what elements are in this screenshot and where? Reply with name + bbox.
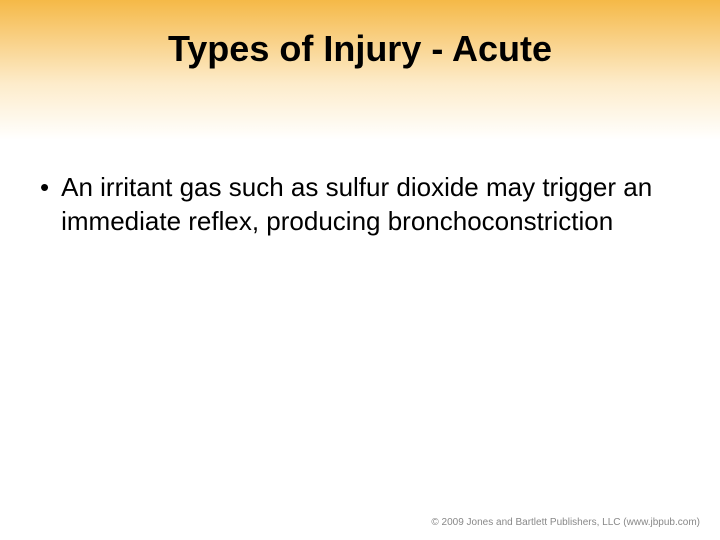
content-area: • An irritant gas such as sulfur dioxide… (40, 170, 680, 254)
bullet-marker: • (40, 170, 49, 204)
bullet-text: An irritant gas such as sulfur dioxide m… (61, 170, 680, 238)
slide-container: Types of Injury - Acute • An irritant ga… (0, 0, 720, 540)
bullet-item: • An irritant gas such as sulfur dioxide… (40, 170, 680, 238)
header-gradient (0, 0, 720, 140)
slide-title: Types of Injury - Acute (0, 28, 720, 70)
copyright-footer: © 2009 Jones and Bartlett Publishers, LL… (431, 517, 700, 528)
